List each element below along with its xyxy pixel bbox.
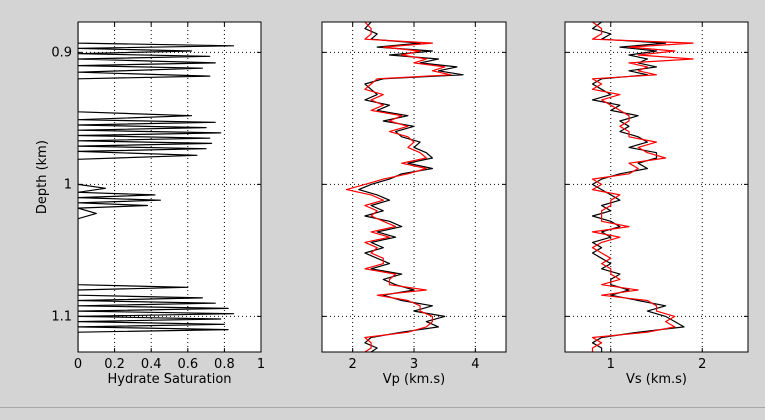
x-axis-label: Hydrate Saturation <box>107 372 231 387</box>
x-tick-label: 1 <box>607 357 615 372</box>
x-tick-label: 0.4 <box>141 357 162 372</box>
x-tick-label: 0 <box>74 357 82 372</box>
x-tick-label: 0.6 <box>177 357 198 372</box>
window-bottom-divider <box>0 407 765 408</box>
series-line-0 <box>78 22 235 352</box>
vp-panel: 2 3 4 Vp (km.s) <box>321 21 507 387</box>
x-axis-label: Vp (km.s) <box>383 372 446 387</box>
x-tick-label: 2 <box>698 357 706 372</box>
y-tick-label: 1 <box>64 177 72 192</box>
plot-area <box>565 22 748 352</box>
y-tick-label: 0.9 <box>51 45 72 60</box>
y-axis-label: Depth (km) <box>35 140 50 214</box>
x-tick-label: 0.2 <box>104 357 125 372</box>
plot-frame <box>564 21 749 353</box>
plot-frame <box>77 21 262 353</box>
hydrate-saturation-panel: 0 0.2 0.4 0.6 0.8 1 0.9 1 1.1 Hydrate Saturation D… <box>35 21 265 387</box>
x-tick-label: 0.8 <box>214 357 235 372</box>
series-line-1 <box>345 22 452 352</box>
series-line-1 <box>591 22 694 352</box>
x-tick-label: 3 <box>410 357 418 372</box>
y-tick-label: 1.1 <box>51 309 72 324</box>
x-tick-label: 1 <box>257 357 265 372</box>
series-line-0 <box>358 22 464 352</box>
x-tick-label: 4 <box>471 357 479 372</box>
vs-panel: 1 2 Vs (km.s) <box>564 21 749 387</box>
x-tick-label: 2 <box>349 357 357 372</box>
x-axis-label: Vs (km.s) <box>626 372 687 387</box>
